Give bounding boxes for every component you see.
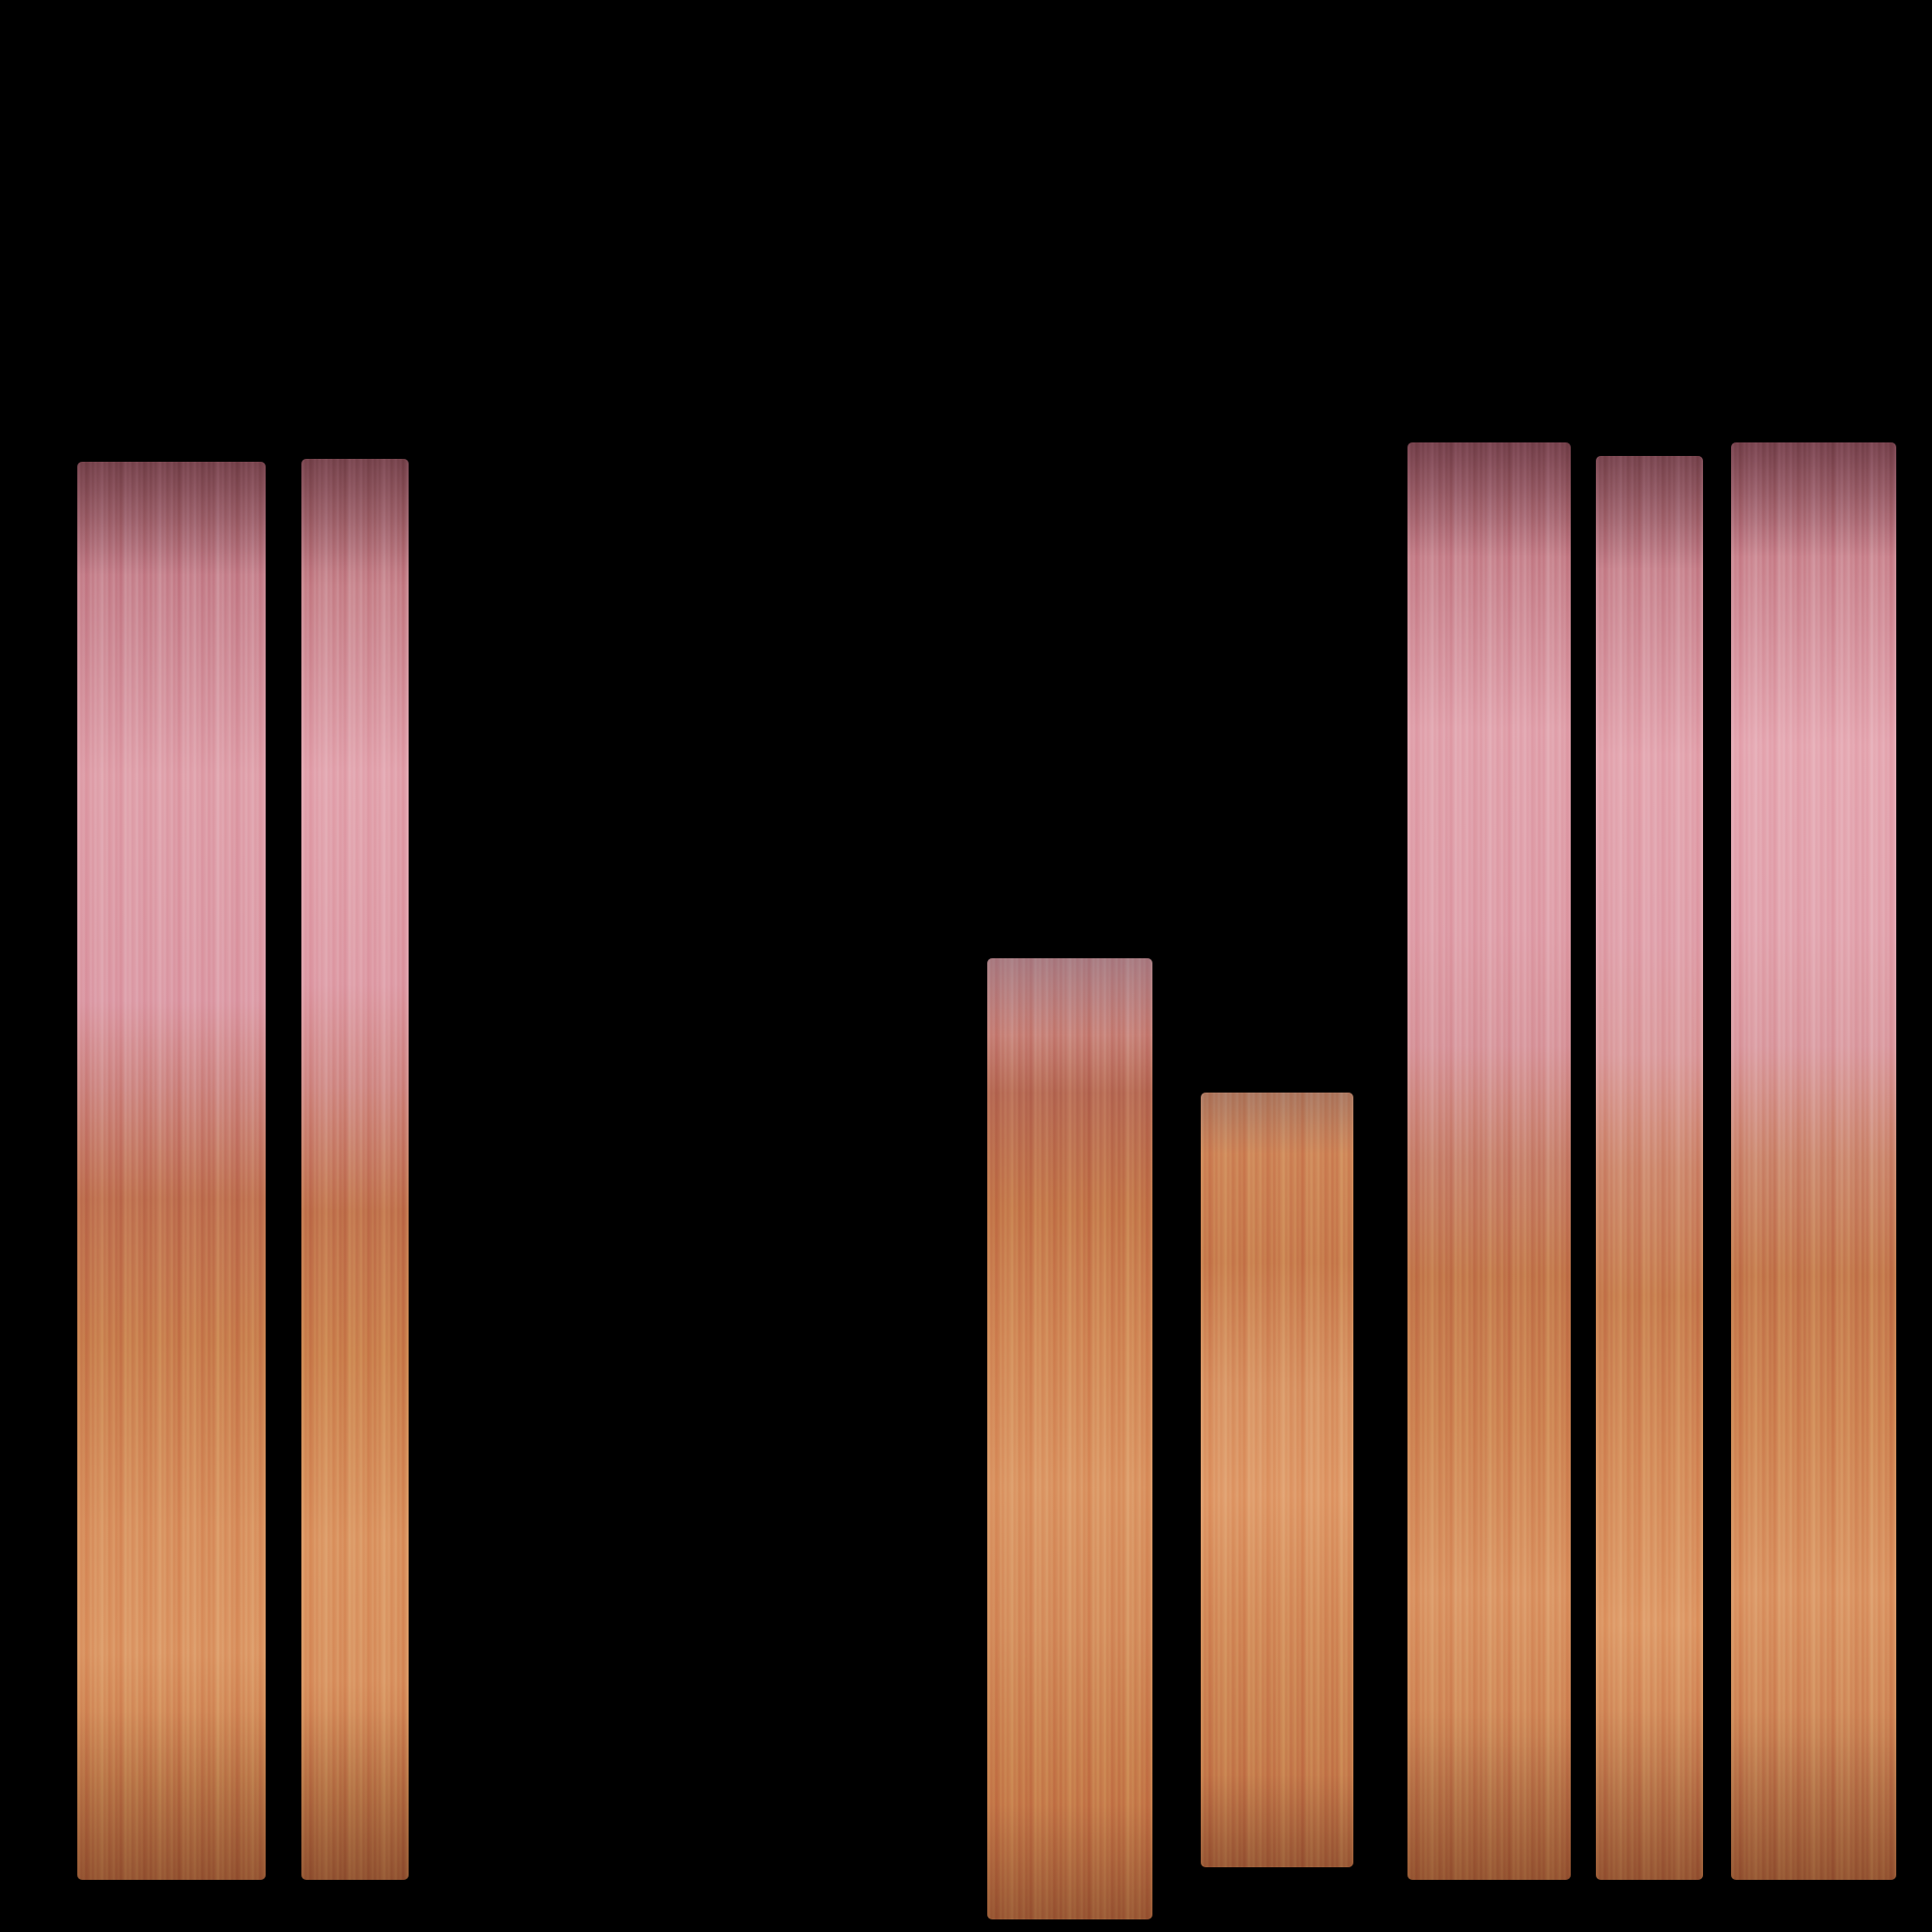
- hair-swatch-7-shade: [1731, 442, 1896, 1880]
- hair-swatch-4: [1201, 1093, 1353, 1867]
- hair-swatch-5-strands: [1407, 442, 1571, 1880]
- hair-swatch-7-color: [1731, 442, 1896, 1880]
- hair-swatch-6-strands: [1596, 456, 1703, 1880]
- hair-swatch-4-shade: [1201, 1093, 1353, 1867]
- hair-swatch-2: [301, 459, 409, 1880]
- hair-swatch-3-shade: [987, 958, 1152, 1919]
- hair-swatch-6: [1596, 456, 1703, 1880]
- hair-swatch-6-shade: [1596, 456, 1703, 1880]
- hair-swatch-5-color: [1407, 442, 1571, 1880]
- hair-swatch-3-color: [987, 958, 1152, 1919]
- hair-swatch-7: [1731, 442, 1896, 1880]
- hair-swatch-3: [987, 958, 1152, 1919]
- hair-swatch-1-color: [77, 462, 266, 1880]
- hair-swatch-7-strands: [1731, 442, 1896, 1880]
- hair-swatch-2-color: [301, 459, 409, 1880]
- hair-swatch-4-color: [1201, 1093, 1353, 1867]
- hair-swatch-1-shade: [77, 462, 266, 1880]
- hair-swatch-2-shade: [301, 459, 409, 1880]
- hair-swatch-4-strands: [1201, 1093, 1353, 1867]
- hair-swatch-1: [77, 462, 266, 1880]
- hair-swatch-2-strands: [301, 459, 409, 1880]
- hair-swatch-5-shade: [1407, 442, 1571, 1880]
- hair-swatch-3-strands: [987, 958, 1152, 1919]
- hair-swatch-1-strands: [77, 462, 266, 1880]
- hair-swatch-5: [1407, 442, 1571, 1880]
- hair-swatch-6-color: [1596, 456, 1703, 1880]
